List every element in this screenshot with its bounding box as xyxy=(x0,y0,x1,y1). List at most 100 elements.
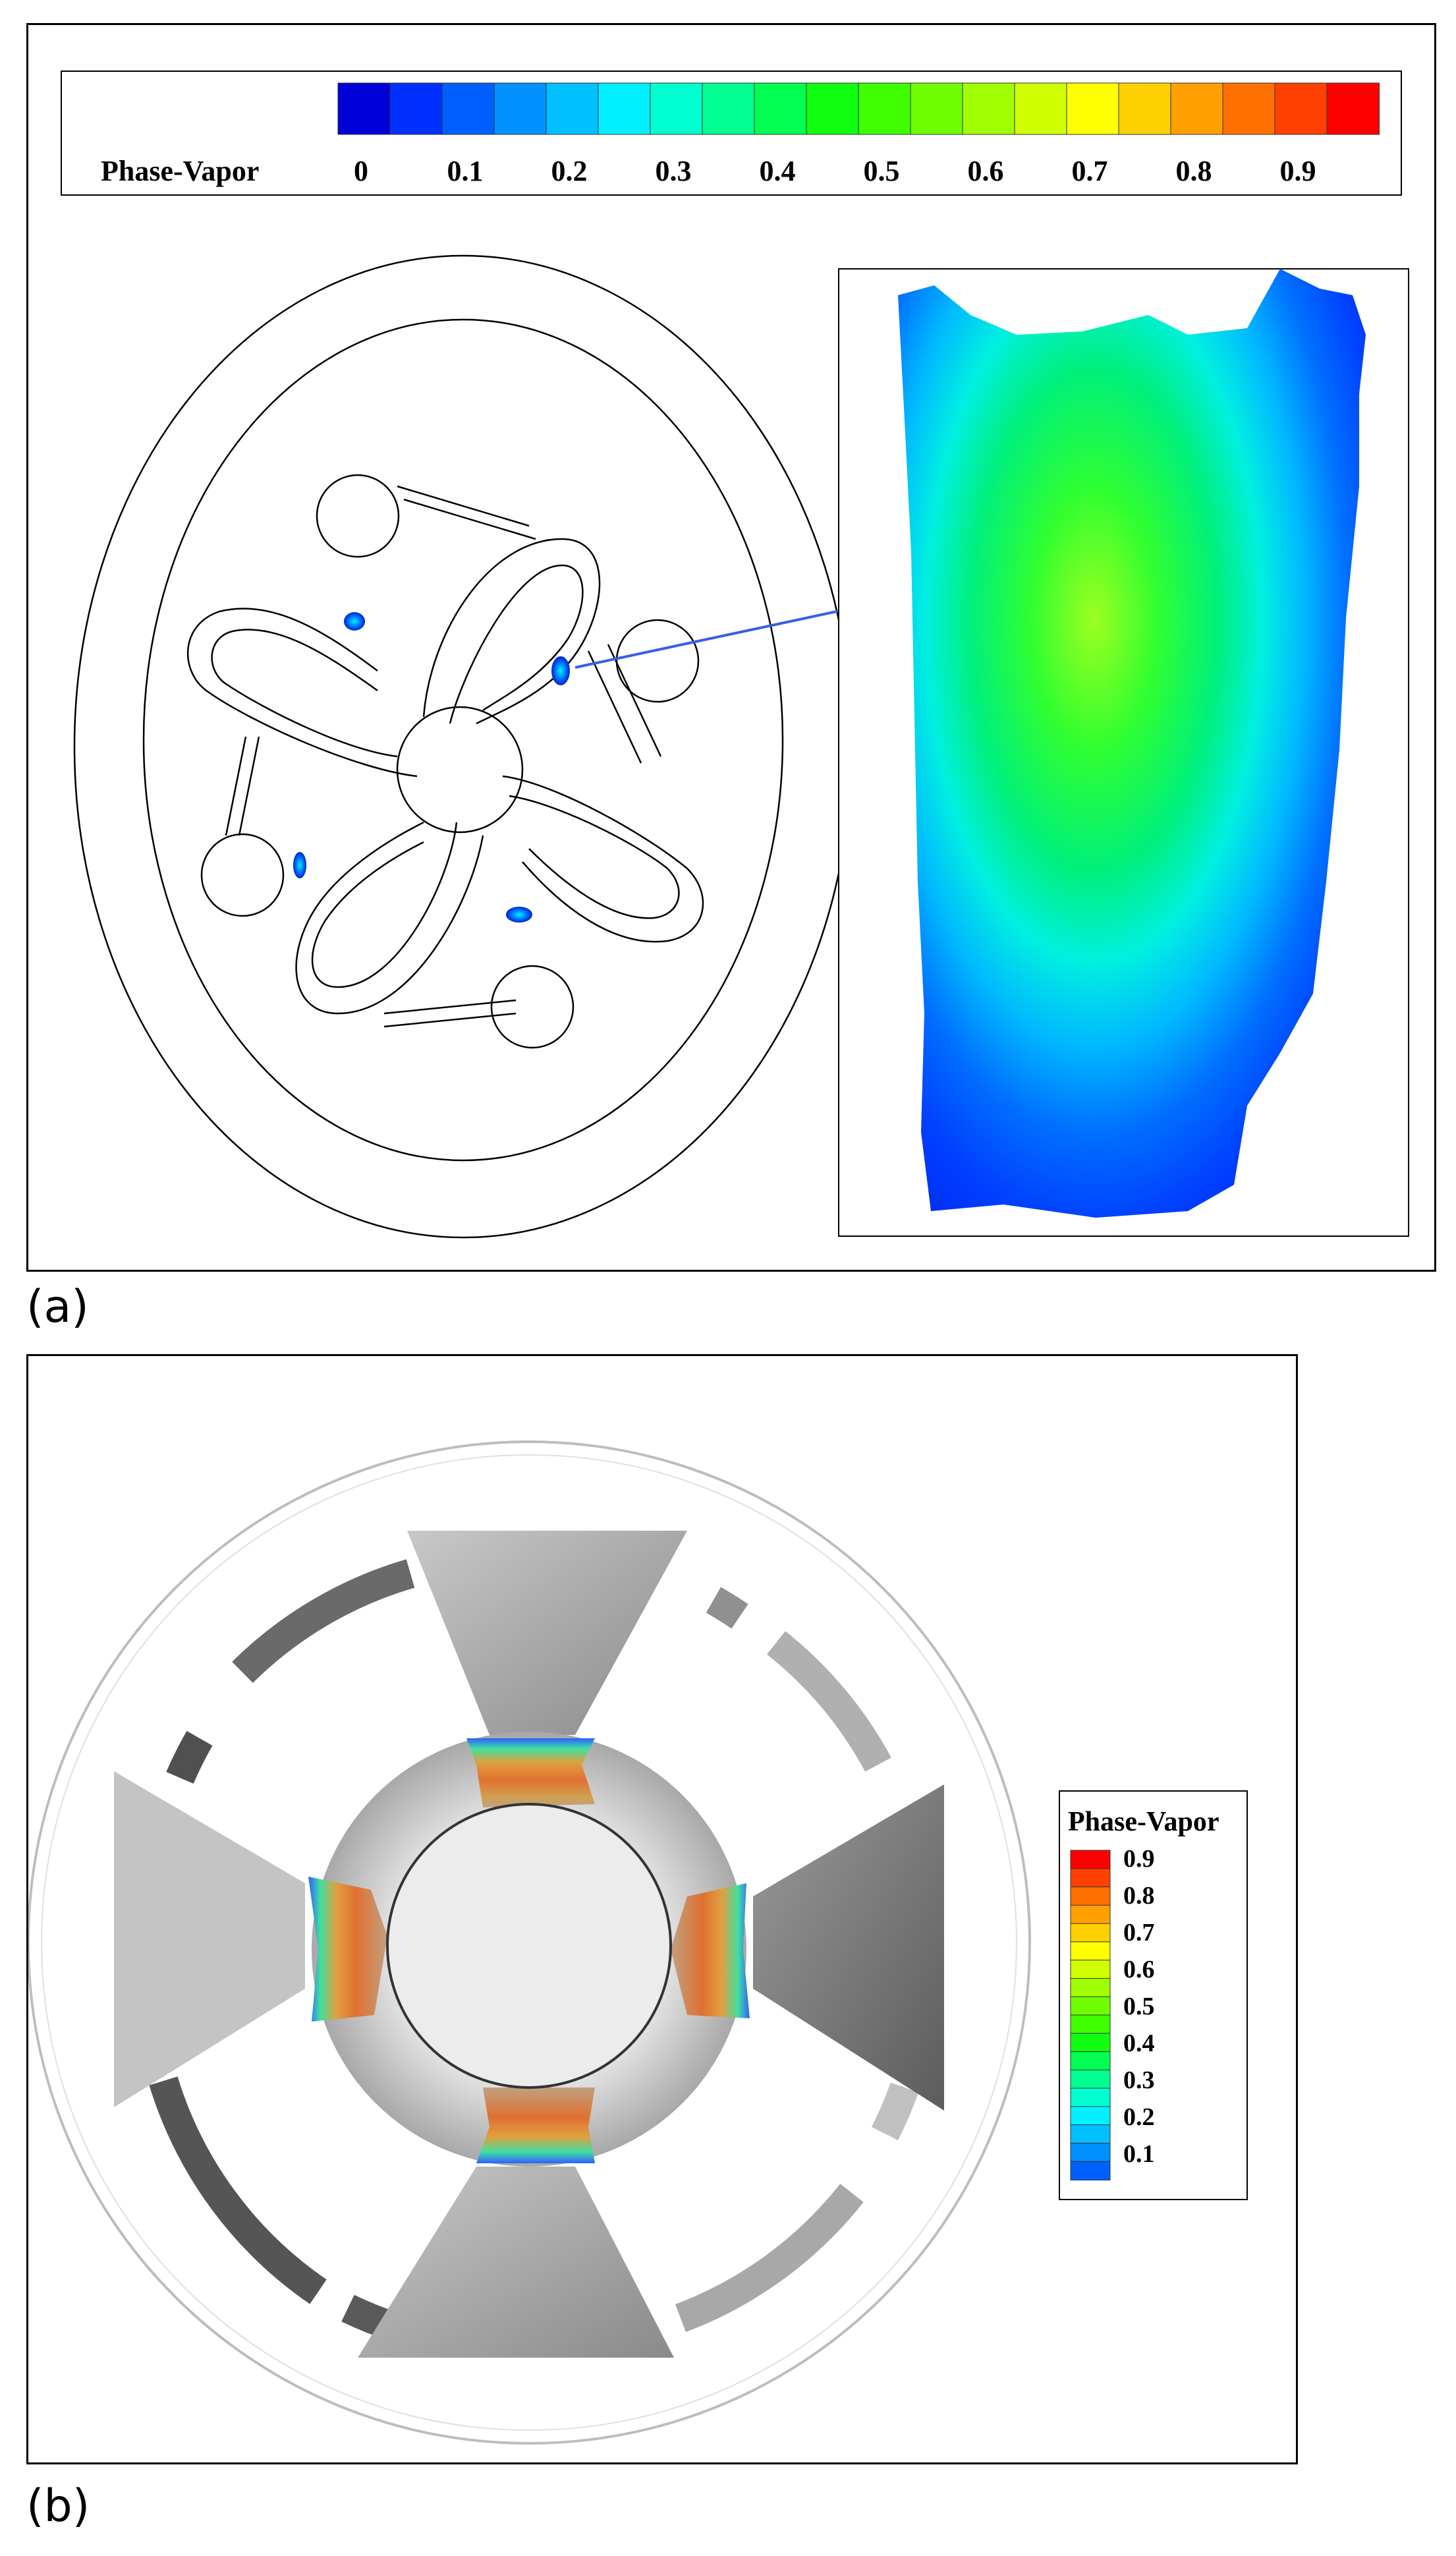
colorbar-a-swatch xyxy=(754,82,807,135)
colorbar-b-swatch xyxy=(1070,2087,1111,2107)
inner-casing xyxy=(142,318,784,1162)
panel-b: Phase-Vapor 0.9 0.8 0.7 0.6 0.5 0.4 0.3 0.2 0.1 xyxy=(26,1354,1298,2464)
colorbar-a-swatch xyxy=(1066,82,1119,135)
cav-left xyxy=(308,1877,387,2022)
colorbar-b-tick: 0.5 xyxy=(1123,1993,1155,2020)
cav-top xyxy=(466,1738,595,1807)
arm-top xyxy=(397,485,536,540)
colorbar-b-swatch xyxy=(1070,2124,1111,2144)
pump-geometry xyxy=(73,254,853,1239)
colorbar-b-swatch xyxy=(1070,1887,1111,1906)
colorbar-a-tick: 0.3 xyxy=(656,155,692,187)
colorbar-b-swatch xyxy=(1070,1904,1111,1925)
colorbar-a-tick: 0.5 xyxy=(864,155,900,187)
outer-casing xyxy=(73,254,853,1239)
end-circle-bottom xyxy=(490,965,574,1049)
panel-b-label: (b) xyxy=(26,2480,90,2532)
lobe-bottom xyxy=(295,821,484,1015)
colorbar-b-tick: 0.3 xyxy=(1123,2066,1155,2094)
colorbar-b-swatch xyxy=(1070,1941,1111,1961)
panel-a-figure: Phase-Vapor 0 0.1 0.2 0.3 0.4 0.5 0.6 0.7 0.8 0.9 xyxy=(61,71,1409,1239)
end-circle-left xyxy=(200,833,285,917)
blade-left xyxy=(114,1771,305,2107)
colorbar-b-tick: 0.7 xyxy=(1123,1919,1155,1946)
lobe-right xyxy=(502,775,704,943)
colorbar-b-swatch xyxy=(1070,2142,1111,2163)
colorbar-a-swatch xyxy=(1222,82,1275,135)
colorbar-b-tick: 0.4 xyxy=(1123,2030,1155,2057)
colorbar-a-swatch xyxy=(1326,82,1380,135)
colorbar-a-tick: 0.6 xyxy=(968,155,1004,187)
colorbar-a-tick: 0.8 xyxy=(1176,155,1212,187)
colorbar-a-tick: 0.7 xyxy=(1072,155,1108,187)
blades xyxy=(114,1531,944,2358)
colorbar-a-swatch xyxy=(493,82,547,135)
colorbar-a-tick: 0.9 xyxy=(1280,155,1316,187)
blade-bottom xyxy=(358,2167,674,2358)
colorbar-b-tick: 0.8 xyxy=(1123,1882,1155,1910)
colorbar-b-swatch xyxy=(1070,2014,1111,2034)
spot-4 xyxy=(506,907,532,923)
colorbar-a-ticks: 0 0.1 0.2 0.3 0.4 0.5 0.6 0.7 0.8 0.9 xyxy=(354,155,1316,187)
colorbar-a-swatch xyxy=(962,82,1015,135)
colorbar-a-tick: 0.4 xyxy=(760,155,796,187)
end-circle-top xyxy=(316,474,400,558)
colorbar-a-swatch xyxy=(858,82,911,135)
colorbar-b-tick: 0.9 xyxy=(1123,1845,1155,1873)
cavitation-regions xyxy=(308,1738,750,2163)
colorbar-a xyxy=(337,82,1380,135)
colorbar-a-swatch xyxy=(441,82,495,135)
colorbar-b-swatch xyxy=(1070,1850,1111,1869)
blade-right xyxy=(753,1784,944,2111)
colorbar-b-swatch xyxy=(1070,2106,1111,2126)
spot-1 xyxy=(344,612,365,631)
lobe-left xyxy=(186,608,418,778)
colorbar-b-tick: 0.6 xyxy=(1123,1956,1155,1983)
cavitation-spots xyxy=(293,612,570,923)
colorbar-b xyxy=(1070,1850,1111,2180)
colorbar-a-swatch xyxy=(650,82,703,135)
blade-top xyxy=(407,1531,687,1735)
colorbar-a-swatch xyxy=(598,82,651,135)
arm-left xyxy=(225,736,260,836)
colorbar-a-swatch xyxy=(1014,82,1067,135)
colorbar-b-swatch xyxy=(1070,2069,1111,2089)
colorbar-b-swatch xyxy=(1070,1923,1111,1943)
legend-b-title: Phase-Vapor xyxy=(1068,1807,1219,1837)
panel-b-figure: Phase-Vapor 0.9 0.8 0.7 0.6 0.5 0.4 0.3 0.2 0.1 xyxy=(28,1440,1248,2445)
colorbar-b-tick: 0.2 xyxy=(1123,2103,1155,2131)
hub xyxy=(396,706,524,834)
end-circle-right xyxy=(615,619,700,703)
lobe-top xyxy=(422,538,601,725)
colorbar-b-swatch xyxy=(1070,1960,1111,1979)
arm-bottom xyxy=(383,999,517,1028)
spot-3 xyxy=(293,852,306,878)
colorbar-b-swatch xyxy=(1070,2033,1111,2053)
panel-a: Phase-Vapor 0 0.1 0.2 0.3 0.4 0.5 0.6 0.7 0.8 0.9 xyxy=(26,23,1436,1272)
colorbar-b-swatch xyxy=(1070,1868,1111,1888)
cav-right xyxy=(671,1883,750,2018)
colorbar-a-swatch xyxy=(702,82,755,135)
colorbar-a-tick: 0.2 xyxy=(551,155,588,187)
colorbar-b-swatch xyxy=(1070,1996,1111,2016)
colorbar-a-title: Phase-Vapor xyxy=(101,155,259,187)
colorbar-a-swatch xyxy=(910,82,963,135)
colorbar-a-swatch xyxy=(1118,82,1171,135)
colorbar-a-swatch xyxy=(337,82,391,135)
colorbar-b-tick: 0.1 xyxy=(1123,2140,1155,2168)
colorbar-a-swatch xyxy=(806,82,859,135)
colorbar-a-swatch xyxy=(546,82,599,135)
colorbar-a-tick: 0 xyxy=(354,155,368,187)
outer-rim xyxy=(28,1440,1031,2445)
colorbar-a-tick: 0.1 xyxy=(447,155,484,187)
hub-b xyxy=(386,1803,672,2089)
cav-bottom xyxy=(476,2087,595,2163)
colorbar-b-swatch xyxy=(1070,2161,1111,2180)
panel-a-label: (a) xyxy=(26,1281,89,1333)
colorbar-a-swatch xyxy=(1274,82,1328,135)
colorbar-a-swatch xyxy=(389,82,443,135)
zoom-inset-contour xyxy=(898,269,1366,1218)
colorbar-b-swatch xyxy=(1070,2051,1111,2071)
outer-ring-segments xyxy=(149,1559,919,2343)
spot-2 xyxy=(551,656,570,685)
